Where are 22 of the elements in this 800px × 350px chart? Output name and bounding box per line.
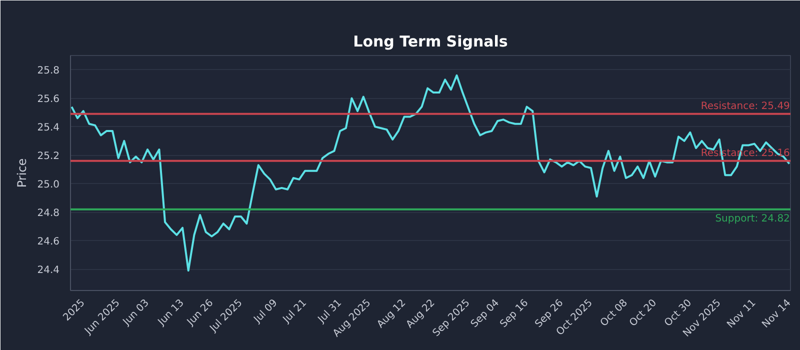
chart-title: Long Term Signals — [353, 32, 508, 50]
x-tick-label: Jul 09 — [252, 298, 280, 326]
x-tick-label: Jul 21 — [280, 298, 309, 326]
y-tick-label: 24.8 — [37, 208, 60, 220]
y-tick-label: 25.4 — [37, 122, 60, 134]
x-tick-label: Oct 20 — [628, 298, 660, 329]
x-tick-label: Nov 14 — [760, 298, 794, 330]
ref-line-label: Resistance: 25.49 — [700, 100, 790, 112]
x-tick-label: Jun 03 — [120, 298, 152, 328]
y-tick-label: 25.2 — [37, 151, 60, 162]
line-series — [70, 74, 790, 272]
y-axis-title: Price — [15, 158, 30, 188]
x-tick-label: Oct 08 — [598, 298, 630, 329]
y-tick-label: 25.6 — [37, 94, 60, 106]
x-tick-label: Jul 31 — [316, 298, 344, 326]
x-tick-label: Jun 13 — [156, 298, 186, 328]
y-tick-label: 24.6 — [37, 236, 60, 248]
y-tick-label: 24.4 — [37, 265, 60, 276]
y-tick-label: 25.0 — [37, 180, 60, 191]
ref-line-label: Support: 24.82 — [715, 213, 790, 224]
y-tick-label: 25.8 — [37, 66, 60, 77]
x-tick-label: Nov 11 — [725, 298, 758, 330]
